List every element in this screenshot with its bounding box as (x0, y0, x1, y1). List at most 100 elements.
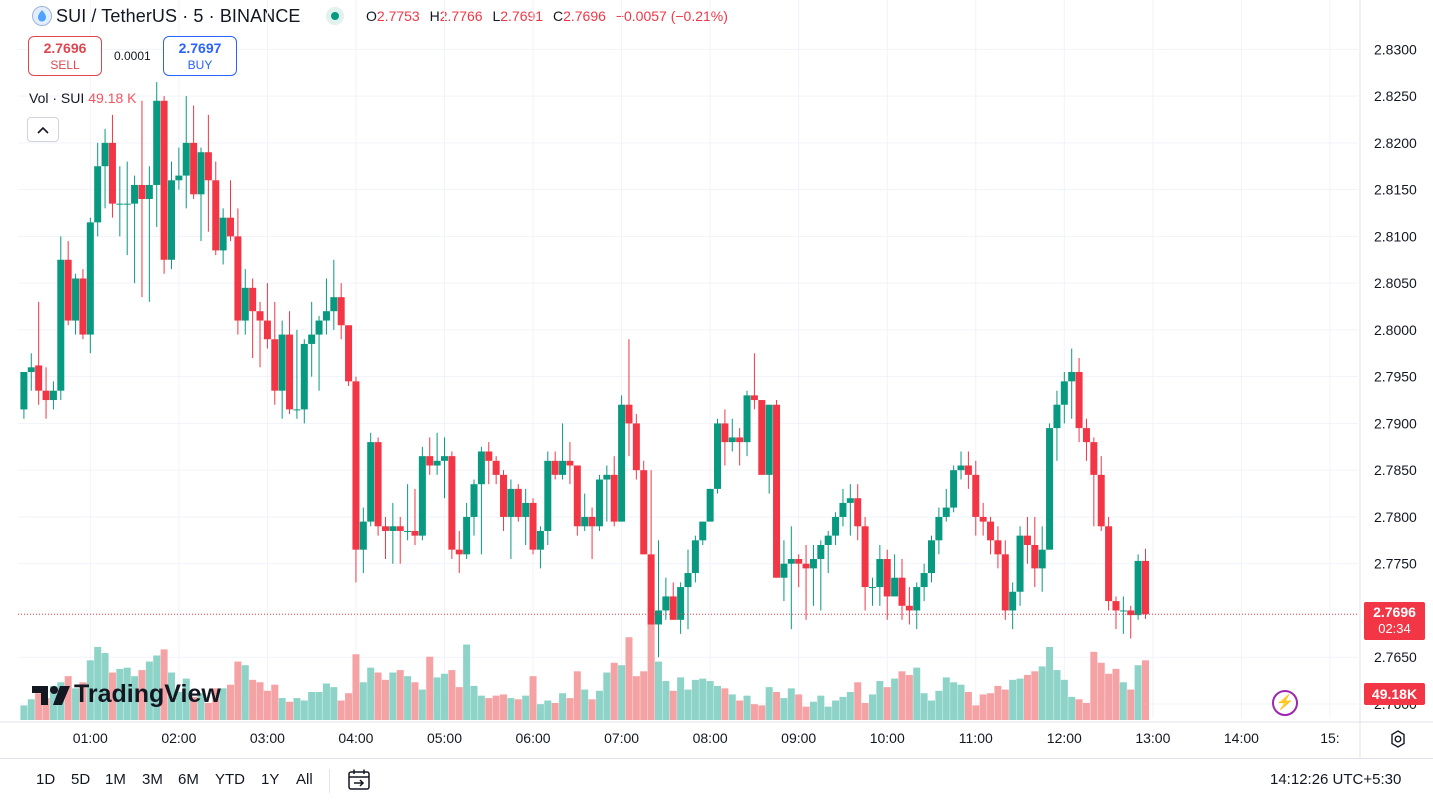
clock-timezone[interactable]: 14:12:26 UTC+5:30 (1270, 771, 1402, 788)
candle-body (684, 573, 692, 588)
candle (987, 516, 995, 555)
candle (891, 554, 899, 597)
candle (514, 484, 522, 522)
candle (758, 400, 766, 475)
chart-settings-icon[interactable] (1388, 729, 1408, 749)
candle (219, 208, 227, 265)
candle-body (1097, 474, 1105, 527)
candle (1119, 596, 1127, 634)
candle (477, 446, 485, 555)
symbol-title[interactable]: SUI / TetherUS · 5 · BINANCE (56, 6, 301, 26)
volume-bar (160, 649, 168, 720)
volume-bar (359, 682, 367, 720)
volume-bar (595, 690, 603, 720)
ohlc-legend: O2.7753 H2.7766 L2.7691 C2.7696 −0.0057 … (366, 8, 734, 24)
candle-body (536, 530, 544, 550)
volume-bar (138, 670, 146, 720)
candle (160, 96, 168, 274)
candle (714, 418, 722, 494)
candle (950, 465, 958, 513)
candle-body (625, 404, 633, 424)
volume-bar (492, 695, 500, 720)
lightning-icon[interactable]: ⚡ (1272, 690, 1298, 716)
candle (610, 456, 618, 527)
candle-body (928, 540, 936, 574)
candle (706, 488, 714, 522)
candle-body (507, 488, 515, 517)
candle (551, 451, 559, 480)
candle (817, 540, 825, 611)
candle-body (920, 573, 928, 588)
volume-bar (536, 704, 544, 720)
candle-body (367, 442, 375, 522)
candle (278, 320, 286, 419)
range-1d-button[interactable]: 1D (36, 771, 56, 788)
candle (286, 311, 294, 415)
time-tick-label: 10:00 (870, 730, 905, 746)
candle-body (1112, 601, 1120, 611)
candle-body (588, 516, 596, 527)
volume-bar (979, 694, 987, 720)
volume-bar (249, 679, 257, 720)
sell-button[interactable]: 2.7696 SELL (28, 36, 102, 76)
candle-body (935, 516, 943, 541)
volume-bar (448, 670, 456, 720)
volume-bar (219, 688, 227, 720)
high-value: 2.7766 (439, 8, 483, 24)
volume-bar (131, 676, 139, 720)
candle-body (522, 502, 530, 517)
candle-body (846, 498, 854, 503)
candle-body (448, 456, 456, 550)
price-tick-label: 2.8200 (1374, 135, 1417, 151)
candle-body (101, 142, 109, 167)
market-status-icon[interactable] (326, 7, 344, 25)
range-3m-button[interactable]: 3M (142, 771, 163, 788)
volume-bar (27, 699, 35, 720)
buy-button[interactable]: 2.7697 BUY (163, 36, 237, 76)
candle-body (1127, 610, 1135, 616)
volume-bar (86, 660, 94, 720)
bar-countdown: 02:34 (1378, 621, 1411, 636)
range-5d-button[interactable]: 5D (71, 771, 91, 788)
price-tick-label: 2.7850 (1374, 462, 1417, 478)
volume-bar (566, 698, 574, 720)
volume-legend[interactable]: Vol · SUI 49.18 K (29, 90, 137, 106)
candle (920, 563, 928, 602)
volume-bar (1134, 665, 1142, 720)
volume-bar (433, 677, 441, 720)
candle-body (883, 559, 891, 597)
volume-bar (721, 688, 729, 720)
candle (204, 114, 212, 232)
price-chart[interactable]: 2.8300 2.8250 2.8200 2.8150 2.8100 2.8050 2.80… (0, 0, 1433, 758)
volume-bar (1097, 662, 1105, 720)
range-ytd-button[interactable]: YTD (215, 771, 245, 788)
volume-bar (241, 665, 249, 720)
time-tick-label: 14:00 (1224, 730, 1259, 746)
candle-body (42, 390, 50, 401)
candle-body (795, 559, 803, 564)
candle (359, 507, 367, 574)
sui-logo-icon (32, 6, 52, 26)
time-tick-label: 13:00 (1135, 730, 1170, 746)
candle (721, 409, 729, 466)
candle-body (145, 184, 153, 199)
volume-bar (263, 690, 271, 720)
candle (691, 535, 699, 583)
range-1m-button[interactable]: 1M (105, 771, 126, 788)
price-tick-label: 2.8250 (1374, 88, 1417, 104)
range-1y-button[interactable]: 1Y (261, 771, 280, 788)
collapse-legend-button[interactable] (27, 117, 59, 142)
range-6m-button[interactable]: 6M (178, 771, 199, 788)
volume-bar (994, 685, 1002, 720)
range-all-button[interactable]: All (296, 771, 313, 788)
volume-bar (928, 700, 936, 720)
candle (57, 236, 65, 401)
volume-bar (1023, 674, 1031, 720)
tradingview-logo[interactable]: TradingView (32, 680, 221, 710)
candle (1038, 526, 1046, 592)
volume-bar (440, 673, 448, 720)
candle-body (1105, 526, 1113, 602)
volume-bar (1046, 646, 1054, 720)
volume-bar (935, 690, 943, 720)
date-range-icon[interactable] (346, 768, 372, 792)
